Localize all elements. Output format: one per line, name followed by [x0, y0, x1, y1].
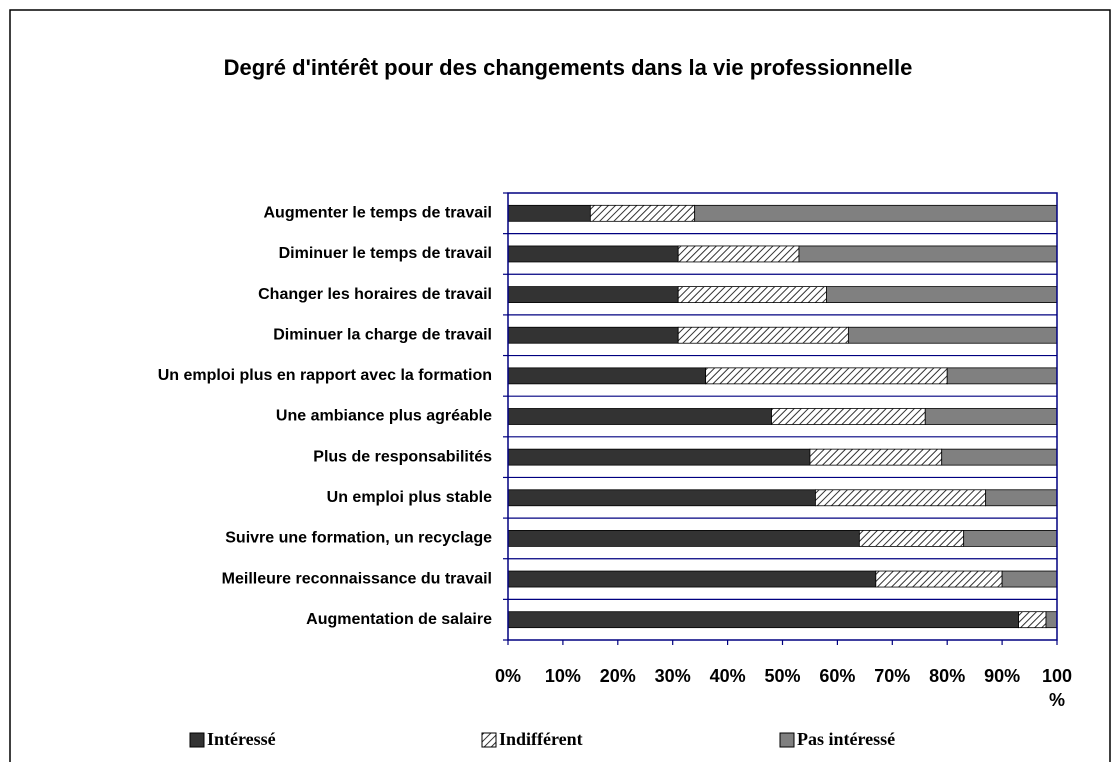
x-tick-label: 80%	[929, 666, 966, 686]
legend-label: Intéressé	[207, 729, 276, 749]
y-tick-label: Un emploi plus en rapport avec la format…	[158, 367, 492, 384]
bar-segment	[1018, 611, 1047, 629]
bar-segment	[771, 408, 926, 425]
y-tick-label: Changer les horaires de travail	[258, 286, 492, 303]
legend-swatch	[481, 732, 497, 748]
bar-segment	[677, 286, 827, 303]
bar-segment	[507, 326, 679, 344]
y-tick-label: Suivre une formation, un recyclage	[225, 530, 492, 547]
y-tick-label: Augmenter le temps de travail	[263, 205, 492, 222]
bar-segment	[847, 326, 1058, 344]
bar-segment	[507, 367, 707, 385]
legend-swatch	[779, 732, 795, 748]
bar-segment	[815, 489, 987, 507]
y-tick-label: Augmentation de salaire	[306, 611, 492, 628]
bar-segment	[507, 204, 591, 222]
x-tick-label: 10%	[544, 666, 581, 686]
bar-segment	[875, 570, 1003, 588]
x-tick-label: 50%	[764, 666, 801, 686]
x-tick-label: 100 %	[1041, 666, 1073, 710]
x-tick-label: 40%	[709, 666, 746, 686]
bar-segment	[946, 367, 1058, 385]
bar-segment	[507, 570, 877, 588]
bar-segment	[507, 530, 860, 547]
bar-segment	[941, 448, 1058, 466]
bar-segment	[507, 408, 772, 425]
y-tick-label: Meilleure reconnaissance du travail	[222, 570, 492, 587]
x-tick-label: 60%	[819, 666, 856, 686]
x-tick-label: 30%	[654, 666, 691, 686]
bar-segment	[1001, 570, 1058, 588]
bar-segment	[985, 489, 1058, 507]
bar-segment	[1045, 611, 1058, 629]
bar-segment	[507, 448, 811, 466]
bar-segment	[507, 286, 679, 303]
bar-segment	[705, 367, 948, 385]
x-tick-label: 20%	[599, 666, 636, 686]
bar-segment	[798, 245, 1058, 263]
y-tick-label: Diminuer la charge de travail	[273, 326, 492, 343]
frame	[9, 9, 1111, 762]
bar-segment	[924, 408, 1058, 425]
plot-border	[507, 192, 1058, 641]
bar-segment	[589, 204, 696, 222]
chart-title: Degré d'intérêt pour des changements dan…	[223, 55, 913, 80]
y-tick-label: Une ambiance plus agréable	[276, 408, 492, 425]
bar-segment	[826, 286, 1058, 303]
bar-segment	[694, 204, 1058, 222]
bar-segment	[963, 530, 1058, 547]
x-tick-label: 70%	[874, 666, 911, 686]
bar-segment	[507, 245, 679, 263]
legend-label: Indifférent	[499, 729, 583, 749]
bar-segment	[858, 530, 965, 547]
bar-segment	[677, 326, 849, 344]
legend-label: Pas intéressé	[797, 729, 895, 749]
bar-segment	[809, 448, 943, 466]
x-tick-label: 0%	[494, 666, 521, 686]
y-tick-label: Diminuer le temps de travail	[279, 245, 492, 262]
legend-swatch	[189, 732, 205, 748]
x-tick-label: 90%	[984, 666, 1021, 686]
bar-segment	[507, 489, 816, 507]
y-tick-label: Un emploi plus stable	[327, 489, 492, 506]
bar-segment	[677, 245, 800, 263]
bar-segment	[507, 611, 1019, 629]
y-tick-label: Plus de responsabilités	[313, 448, 492, 465]
